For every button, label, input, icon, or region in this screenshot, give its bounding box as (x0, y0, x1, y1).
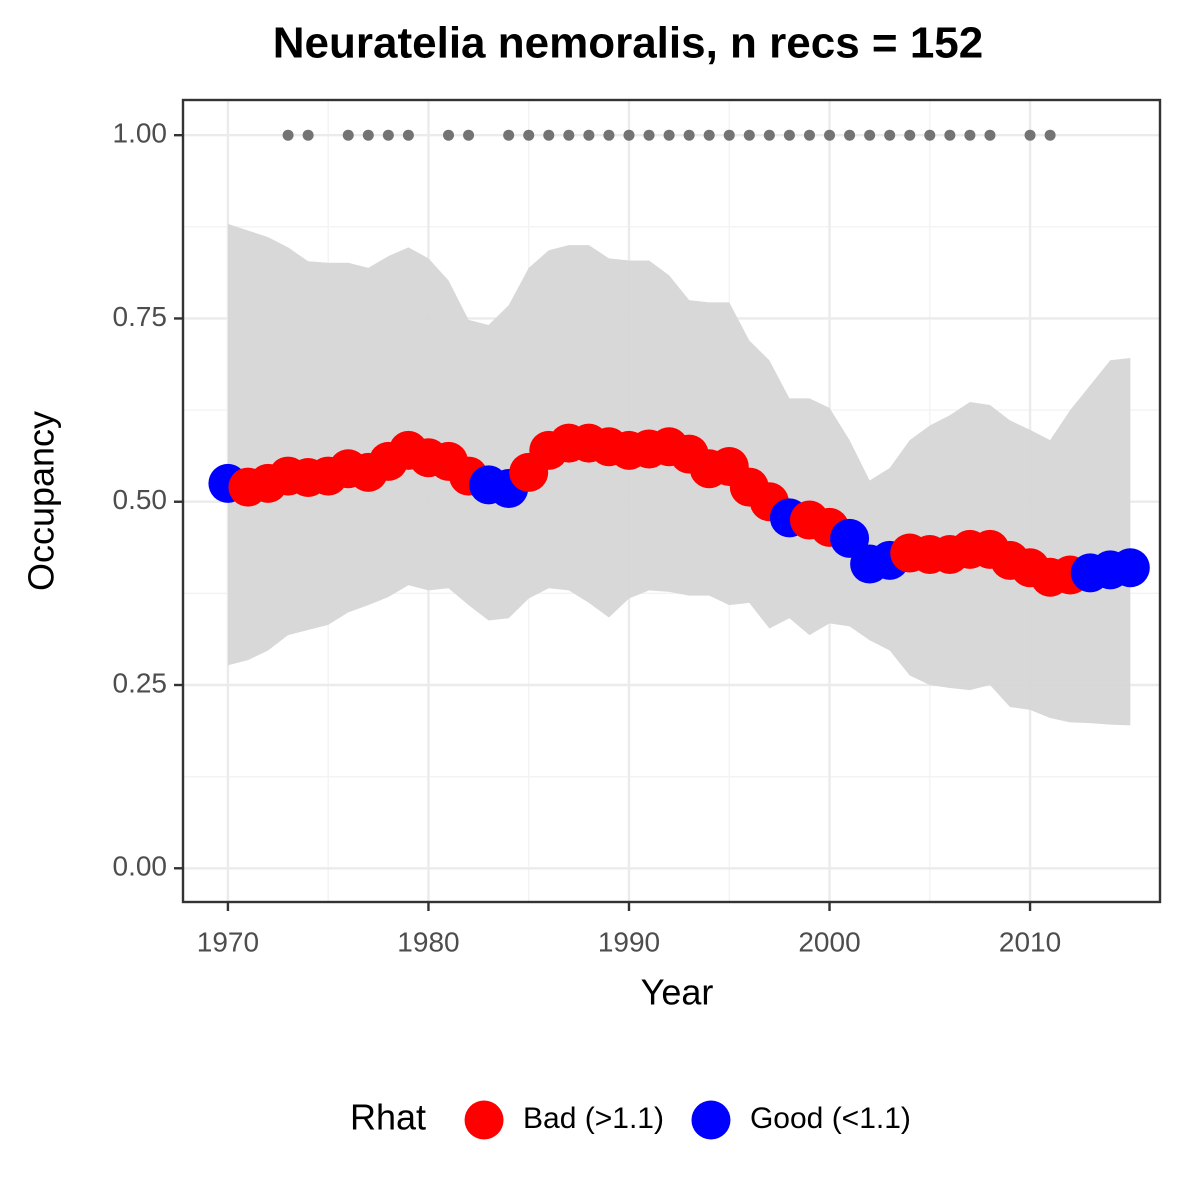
record-dot (844, 129, 856, 141)
record-dot (543, 129, 555, 141)
record-dot (783, 129, 795, 141)
record-dot (944, 129, 956, 141)
record-dot (964, 129, 976, 141)
record-dot (803, 129, 815, 141)
record-dot (824, 129, 836, 141)
record-dot (1044, 129, 1056, 141)
record-dot (643, 129, 655, 141)
record-dot (282, 129, 294, 141)
record-dot (904, 129, 916, 141)
y-tick-label: 0.75 (113, 301, 168, 332)
credible-interval (227, 223, 1131, 726)
y-tick-label: 0.00 (113, 851, 168, 882)
record-dot (362, 129, 374, 141)
x-tick-label: 2000 (798, 926, 860, 957)
legend-swatch (691, 1100, 731, 1140)
record-dot (302, 129, 314, 141)
record-dot (743, 129, 755, 141)
y-tick-label: 0.25 (113, 667, 168, 698)
y-axis-label: Occupancy (21, 411, 62, 591)
y-tick-label: 0.50 (113, 484, 168, 515)
record-dot (703, 129, 715, 141)
record-dot (583, 129, 595, 141)
record-dot (924, 129, 936, 141)
record-dot (443, 129, 455, 141)
record-dot (463, 129, 475, 141)
record-dot (663, 129, 675, 141)
chart-title: Neuratelia nemoralis, n recs = 152 (273, 19, 984, 68)
legend-swatch (464, 1100, 504, 1140)
record-dot (603, 129, 615, 141)
panel-border (181, 98, 1162, 904)
x-tick-label: 1980 (397, 926, 459, 957)
record-dot (864, 129, 876, 141)
record-dot (382, 129, 394, 141)
record-dot (683, 129, 695, 141)
record-dot (563, 129, 575, 141)
y-tick-label: 1.00 (113, 118, 168, 149)
record-dot (984, 129, 996, 141)
legend-label: Good (<1.1) (750, 1102, 911, 1135)
x-tick-label: 2010 (999, 926, 1061, 957)
record-dot (723, 129, 735, 141)
record-dot (884, 129, 896, 141)
record-dot (1024, 129, 1036, 141)
record-dot (523, 129, 535, 141)
record-dot (623, 129, 635, 141)
legend-title: Rhat (350, 1097, 426, 1138)
x-axis-label: Year (641, 972, 714, 1013)
point (1110, 548, 1150, 588)
record-dot (503, 129, 515, 141)
record-dot (763, 129, 775, 141)
record-dot (402, 129, 414, 141)
x-tick-label: 1990 (598, 926, 660, 957)
record-dot (342, 129, 354, 141)
legend-label: Bad (>1.1) (523, 1102, 664, 1135)
x-tick-label: 1970 (197, 926, 259, 957)
